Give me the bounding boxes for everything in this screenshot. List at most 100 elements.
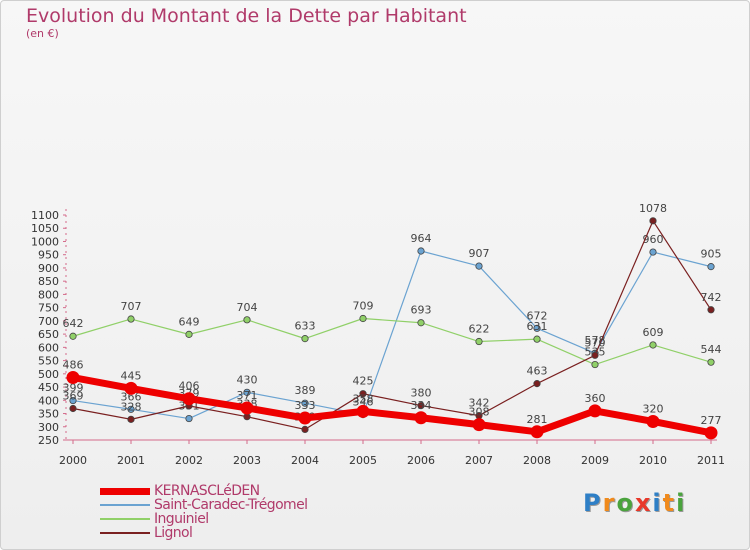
x-tick-label: 2001 <box>117 454 145 467</box>
data-label: 905 <box>701 248 722 261</box>
data-point <box>298 411 312 425</box>
y-tick-label: 300 <box>38 421 59 434</box>
data-label: 649 <box>179 315 200 328</box>
data-point <box>359 390 367 398</box>
data-label: 709 <box>353 300 374 313</box>
series-line-3 <box>72 220 712 431</box>
data-point <box>414 411 428 425</box>
data-point <box>533 324 541 332</box>
y-tick-label: 400 <box>38 394 59 407</box>
data-point <box>707 358 715 366</box>
data-label: 346 <box>353 396 374 409</box>
data-label: 380 <box>411 387 432 400</box>
data-point <box>359 314 367 323</box>
data-point <box>301 399 309 407</box>
data-label: 463 <box>527 365 548 378</box>
data-label: 445 <box>121 369 142 382</box>
data-label: 366 <box>121 390 142 403</box>
data-point <box>533 335 541 343</box>
x-tick-label: 2000 <box>59 454 87 467</box>
data-point <box>127 405 135 413</box>
data-label: 277 <box>701 414 722 427</box>
legend-label: Lignol <box>154 525 193 541</box>
y-tick-label: 800 <box>38 288 59 301</box>
x-tick-label: 2009 <box>581 454 609 467</box>
data-point <box>649 217 657 225</box>
data-point <box>301 425 309 434</box>
legend-label: KERNASCLéDEN <box>154 483 260 499</box>
y-tick-label: 600 <box>38 341 59 354</box>
data-label: 1078 <box>639 202 667 215</box>
data-label: 334 <box>411 399 432 412</box>
y-tick-label: 700 <box>38 315 59 328</box>
data-point <box>356 404 370 418</box>
logo-letter: i <box>652 489 663 517</box>
x-tick-label: 2005 <box>349 454 377 467</box>
series-line-1 <box>72 250 712 420</box>
logo-letter: i <box>676 489 687 517</box>
data-point <box>646 414 660 428</box>
data-label: 693 <box>411 304 432 317</box>
data-point <box>185 414 193 423</box>
data-point <box>243 388 251 396</box>
y-tick-label: 350 <box>38 408 59 421</box>
data-point <box>591 360 599 369</box>
data-point <box>588 404 602 418</box>
y-tick-label: 550 <box>38 355 59 368</box>
x-tick-label: 2002 <box>175 454 203 467</box>
data-label: 704 <box>237 301 258 314</box>
legend-label: Saint-Caradec-Trégomel <box>154 497 308 513</box>
data-point <box>182 392 196 406</box>
data-label: 399 <box>63 382 84 395</box>
chart-subtitle: (en €) <box>26 27 59 40</box>
logo-letter: P <box>583 489 603 517</box>
data-label: 308 <box>469 406 490 419</box>
legend-label: Inguiniel <box>154 511 209 527</box>
x-tick-label: 2003 <box>233 454 261 467</box>
data-label: 342 <box>469 397 490 410</box>
data-point <box>69 396 77 405</box>
data-label: 486 <box>63 359 84 372</box>
logo-letter: o <box>616 489 635 517</box>
data-label: 320 <box>643 402 664 415</box>
legend-swatch <box>100 532 150 534</box>
data-point <box>591 351 599 359</box>
legend-swatch <box>100 504 150 506</box>
y-tick-label: 500 <box>38 368 59 381</box>
data-label: 430 <box>237 373 258 386</box>
x-tick-label: 2008 <box>523 454 551 467</box>
data-point <box>704 426 718 440</box>
data-point <box>185 330 193 338</box>
data-label: 371 <box>237 389 258 402</box>
data-label: 631 <box>527 320 548 333</box>
x-tick-label: 2011 <box>697 454 725 467</box>
data-label: 360 <box>585 392 606 405</box>
data-point <box>243 316 251 324</box>
series-line-0 <box>72 374 712 437</box>
legend-swatch <box>100 518 150 520</box>
y-tick-label: 1100 <box>31 209 59 222</box>
data-point <box>472 418 486 432</box>
proxiti-logo: Proxiti <box>583 489 686 517</box>
data-point <box>240 401 254 415</box>
y-tick-label: 950 <box>38 249 59 262</box>
data-label: 333 <box>295 399 316 412</box>
data-label: 964 <box>411 232 432 245</box>
data-point <box>475 337 483 346</box>
data-label: 622 <box>469 323 490 336</box>
data-label: 358 <box>353 392 374 405</box>
data-label: 609 <box>643 326 664 339</box>
y-tick-label: 250 <box>38 434 59 447</box>
chart-title: Evolution du Montant de la Dette par Hab… <box>26 5 467 27</box>
data-point <box>417 319 425 327</box>
legend-swatch <box>100 488 150 495</box>
series-line-2 <box>72 317 712 366</box>
data-label: 328 <box>121 400 142 413</box>
data-point <box>301 335 309 343</box>
data-label: 281 <box>527 413 548 426</box>
y-tick-label: 850 <box>38 275 59 288</box>
data-label: 960 <box>643 233 664 246</box>
data-point <box>530 425 544 439</box>
